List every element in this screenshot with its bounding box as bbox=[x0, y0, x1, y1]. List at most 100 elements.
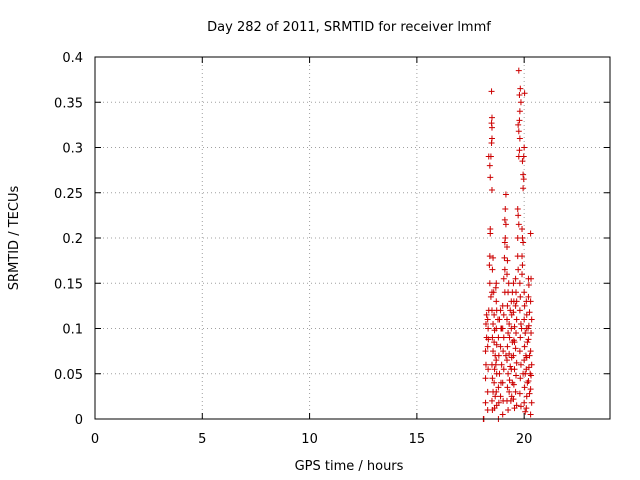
data-point bbox=[507, 363, 514, 370]
data-point bbox=[516, 390, 523, 397]
data-point bbox=[517, 375, 524, 382]
data-point bbox=[517, 403, 524, 410]
data-point bbox=[517, 320, 524, 327]
data-point bbox=[515, 221, 522, 228]
data-point bbox=[516, 135, 523, 142]
data-point bbox=[521, 384, 528, 391]
data-point bbox=[504, 244, 510, 251]
data-point bbox=[505, 280, 512, 287]
chart-title: Day 282 of 2011, SRMTID for receiver lmm… bbox=[207, 20, 491, 35]
data-point bbox=[521, 90, 528, 97]
data-point bbox=[502, 352, 509, 359]
data-point bbox=[488, 397, 495, 404]
data-point bbox=[484, 316, 491, 323]
data-point bbox=[527, 370, 534, 377]
y-tick-label: 0.4 bbox=[62, 51, 83, 66]
data-point bbox=[485, 336, 492, 343]
data-point bbox=[501, 266, 508, 273]
data-point bbox=[521, 357, 528, 364]
data-points bbox=[480, 67, 535, 422]
x-tick-label: 5 bbox=[198, 432, 206, 447]
data-point bbox=[504, 384, 511, 391]
data-point bbox=[495, 334, 502, 341]
data-point bbox=[517, 334, 524, 341]
data-point bbox=[497, 343, 504, 350]
data-point bbox=[519, 271, 526, 278]
data-point bbox=[519, 225, 526, 232]
data-point bbox=[511, 339, 518, 346]
data-point bbox=[508, 325, 515, 332]
data-point bbox=[504, 357, 510, 364]
data-point bbox=[500, 311, 507, 318]
data-point bbox=[523, 405, 530, 412]
data-point bbox=[528, 399, 535, 406]
data-point bbox=[482, 361, 489, 368]
data-point bbox=[494, 316, 501, 323]
data-point bbox=[520, 176, 527, 183]
data-point bbox=[513, 402, 520, 409]
data-point bbox=[484, 343, 491, 350]
data-point bbox=[512, 302, 519, 309]
x-tick-label: 0 bbox=[91, 432, 99, 447]
data-point bbox=[504, 316, 510, 323]
data-point bbox=[497, 393, 504, 400]
data-point bbox=[488, 114, 495, 121]
x-tick-label: 20 bbox=[516, 432, 533, 447]
data-point bbox=[486, 280, 493, 287]
data-point bbox=[528, 361, 535, 368]
x-axis-label: GPS time / hours bbox=[295, 459, 404, 474]
data-point bbox=[507, 307, 514, 314]
data-point bbox=[505, 406, 512, 413]
data-point bbox=[521, 316, 528, 323]
data-point bbox=[519, 262, 526, 269]
data-point bbox=[520, 239, 527, 246]
data-point bbox=[492, 284, 499, 291]
data-point bbox=[498, 361, 505, 368]
data-point bbox=[525, 377, 532, 384]
data-point bbox=[522, 330, 529, 337]
data-point bbox=[519, 158, 526, 165]
data-point bbox=[500, 275, 507, 282]
y-tick-label: 0.3 bbox=[62, 142, 83, 157]
data-point bbox=[497, 307, 504, 314]
data-point bbox=[504, 257, 511, 264]
data-point bbox=[482, 375, 489, 382]
data-point bbox=[514, 206, 521, 213]
data-point bbox=[527, 386, 534, 393]
data-point bbox=[516, 307, 523, 314]
data-point bbox=[504, 271, 510, 278]
data-point bbox=[515, 128, 522, 135]
data-point bbox=[501, 216, 508, 223]
data-point bbox=[522, 352, 529, 359]
data-point bbox=[516, 348, 523, 355]
data-point bbox=[527, 298, 534, 305]
data-point bbox=[528, 316, 535, 323]
data-point bbox=[517, 293, 524, 300]
data-point bbox=[525, 325, 532, 332]
data-point bbox=[521, 399, 528, 406]
data-point bbox=[506, 388, 513, 395]
data-point bbox=[482, 320, 489, 327]
plot-frame bbox=[94, 56, 611, 420]
data-point bbox=[486, 262, 493, 269]
data-point bbox=[516, 108, 523, 115]
data-point bbox=[487, 174, 494, 181]
data-point bbox=[489, 334, 496, 341]
y-tick-label: 0.2 bbox=[62, 232, 83, 247]
data-point bbox=[516, 117, 523, 124]
data-point bbox=[495, 352, 502, 359]
data-point bbox=[509, 289, 516, 296]
data-point bbox=[513, 372, 520, 379]
data-point bbox=[485, 366, 492, 373]
data-point bbox=[483, 311, 490, 318]
y-tick-label: 0.15 bbox=[54, 277, 83, 292]
data-point bbox=[506, 377, 513, 384]
data-point bbox=[517, 361, 524, 368]
data-point bbox=[491, 339, 498, 346]
data-point bbox=[505, 370, 512, 377]
data-point bbox=[525, 282, 532, 289]
data-point bbox=[487, 225, 494, 232]
data-point bbox=[499, 411, 506, 418]
data-point bbox=[519, 253, 526, 260]
